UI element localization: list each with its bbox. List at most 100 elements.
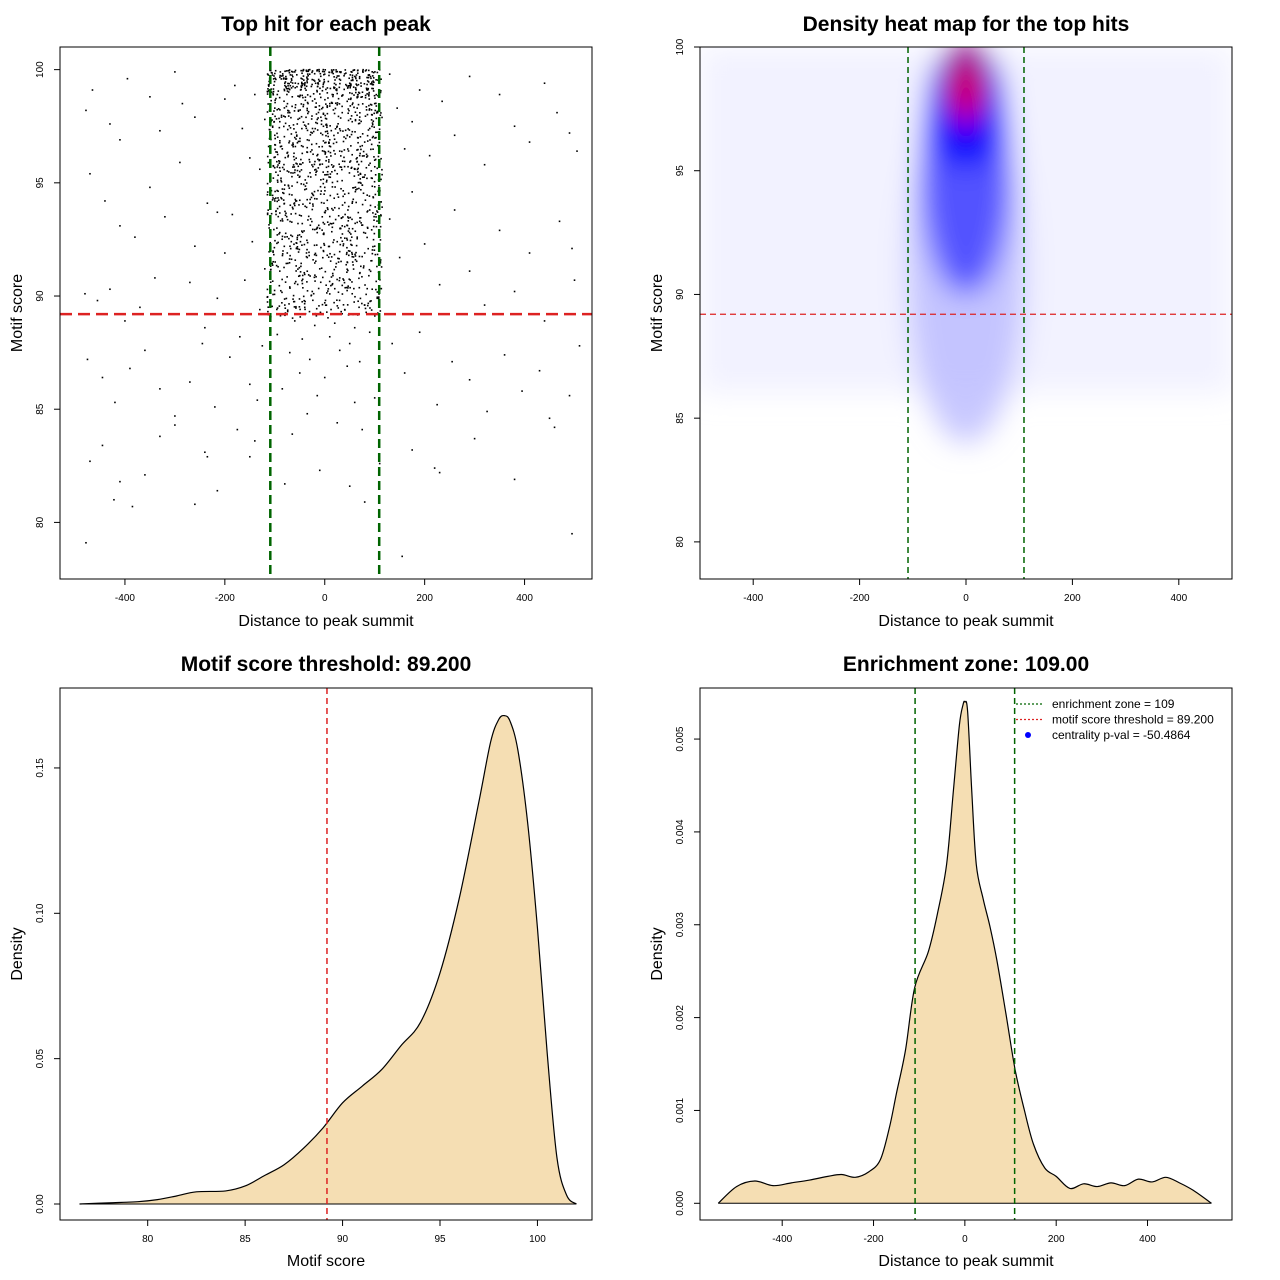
scatter-point (371, 122, 374, 124)
scatter-point (311, 78, 314, 81)
scatter-point (291, 433, 294, 435)
scatter-point (361, 428, 364, 431)
scatter-point (309, 95, 312, 98)
scatter-point (129, 367, 131, 370)
scatter-point (373, 94, 376, 97)
scatter-point (280, 179, 282, 182)
scatter-point (350, 166, 353, 169)
scatter-point (348, 129, 351, 131)
scatter-point (204, 326, 206, 329)
scatter-point (373, 185, 376, 188)
scatter-point (322, 221, 325, 224)
scatter-point (330, 129, 333, 132)
scatter-point (345, 84, 348, 87)
scatter-point (350, 145, 352, 147)
scatter-point (144, 349, 146, 352)
scatter-point (347, 250, 350, 252)
scatter-point (335, 262, 338, 265)
scatter-point (304, 205, 306, 208)
scatter-point (309, 218, 312, 220)
scatter-point (331, 272, 334, 275)
scatter-point (349, 160, 352, 162)
scatter-point (304, 185, 307, 187)
scatter-point (323, 202, 325, 205)
scatter-point (336, 299, 338, 302)
scatter-point (322, 113, 325, 116)
scatter-point (289, 247, 292, 250)
scatter-point (326, 292, 328, 294)
scatter-point (302, 183, 305, 186)
scatter-point (378, 184, 380, 187)
scatter-point (275, 78, 277, 81)
scatter-point (276, 136, 279, 138)
score-density-title: Motif score threshold: 89.200 (181, 653, 472, 676)
scatter-point (290, 133, 293, 135)
x-tick-label: 200 (416, 593, 433, 604)
scatter-point (244, 279, 246, 281)
scatter-point (335, 70, 338, 73)
scatter-point (341, 150, 343, 153)
scatter-point (333, 322, 336, 324)
scatter-point (363, 141, 366, 143)
scatter-point (327, 97, 329, 99)
scatter-point (293, 243, 295, 246)
scatter-point (281, 254, 284, 257)
y-tick-label: 0.15 (35, 758, 46, 778)
scatter-point (355, 188, 357, 191)
scatter-point (309, 176, 312, 178)
legend-entry-label: centrality p-val = -50.4864 (1052, 728, 1191, 742)
heatmap-peak-halo (944, 47, 988, 119)
scatter-point (571, 247, 573, 250)
scatter-point (119, 139, 121, 141)
scatter-point (350, 243, 352, 246)
x-tick-label: -400 (743, 593, 763, 604)
scatter-point (179, 161, 181, 164)
scatter-point (289, 127, 292, 129)
scatter-point (283, 168, 285, 171)
scatter-point (280, 197, 283, 200)
scatter-point (503, 354, 506, 356)
scatter-point (334, 79, 336, 81)
scatter-point (308, 73, 311, 76)
scatter-point (297, 82, 300, 85)
scatter-point (372, 212, 374, 214)
scatter-point (364, 70, 367, 72)
scatter-point (334, 128, 337, 130)
scatter-point (315, 121, 317, 124)
y-tick-label: 80 (675, 536, 686, 548)
scatter-point (349, 83, 352, 85)
scatter-point (311, 192, 313, 195)
scatter-point (346, 87, 349, 89)
scatter-point (328, 141, 330, 144)
scatter-point (322, 140, 325, 142)
scatter-point (299, 94, 302, 97)
scatter-point (300, 103, 303, 105)
scatter-point (298, 234, 301, 236)
scatter-point (315, 228, 318, 230)
scatter-point (354, 186, 357, 189)
scatter-point (379, 239, 382, 241)
scatter-point (323, 232, 325, 234)
scatter-point (322, 86, 324, 88)
scatter-point (342, 195, 344, 198)
legend-entry-label: motif score threshold = 89.200 (1052, 713, 1214, 727)
scatter-point (277, 108, 280, 110)
scatter-point (313, 253, 316, 256)
scatter-point (273, 107, 276, 109)
scatter-point (289, 254, 291, 257)
scatter-point (347, 119, 350, 122)
scatter-point (89, 172, 91, 175)
scatter-point (174, 415, 176, 417)
scatter-point (348, 485, 351, 487)
scatter-point (324, 209, 327, 212)
scatter-point (388, 218, 391, 220)
scatter-point (368, 274, 370, 277)
scatter-point (285, 105, 288, 108)
scatter-point (380, 201, 383, 203)
scatter-point (279, 170, 281, 172)
scatter-point (323, 73, 325, 76)
scatter-point (307, 215, 310, 218)
scatter-point (332, 69, 335, 71)
scatter-point (277, 265, 279, 268)
